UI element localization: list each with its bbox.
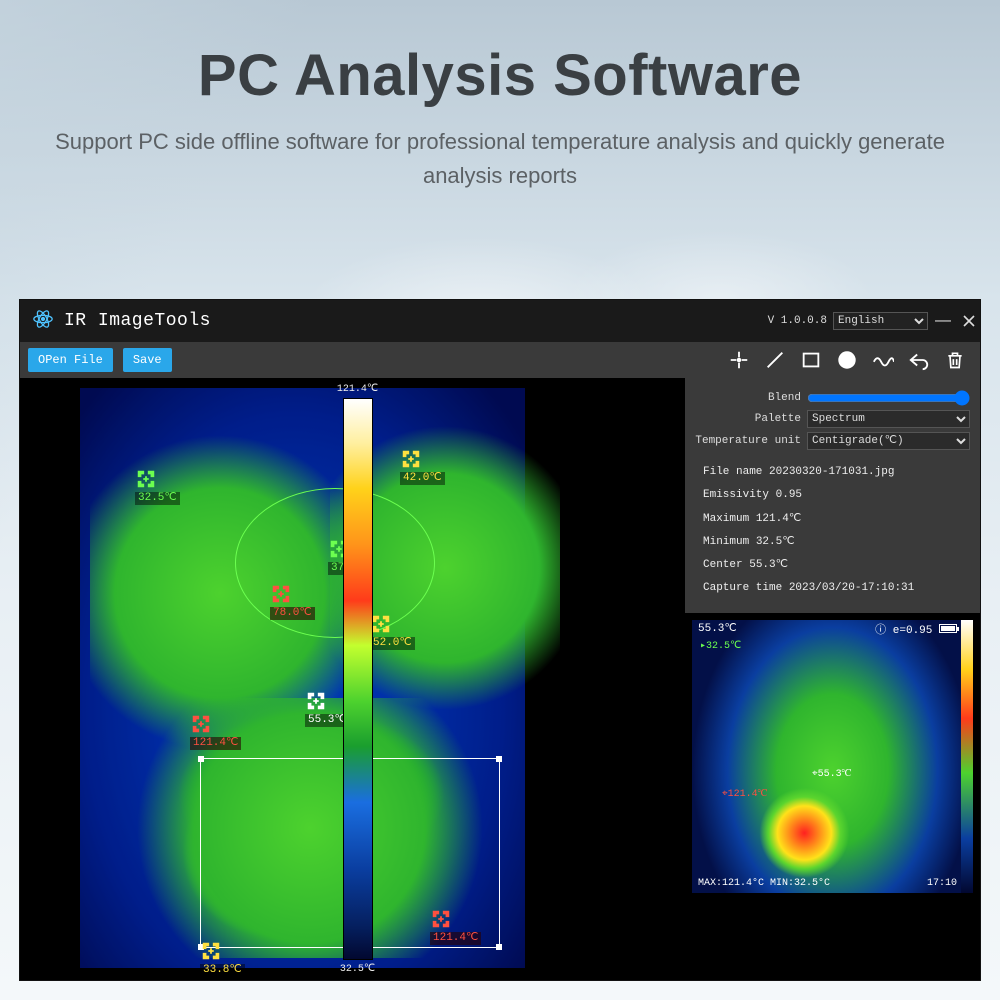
palette-select[interactable]: Spectrum <box>807 410 970 428</box>
tool-point-icon[interactable] <box>728 349 750 371</box>
scale-gradient <box>343 398 373 960</box>
side-panel: Blend Palette Spectrum Temperature unit … <box>685 378 980 980</box>
toolbar: OPen File Save <box>20 342 980 378</box>
temp-marker[interactable]: 33.8℃ <box>200 940 245 977</box>
unit-label: Temperature unit <box>695 434 807 448</box>
blend-slider[interactable] <box>807 390 970 406</box>
tool-icons <box>728 349 972 371</box>
thumbnail-preview[interactable]: 55.3℃ ⓘ e=0.95 ▸32.5℃ ⌖121.4℃ ⌖55.3℃ MAX… <box>691 619 974 894</box>
temp-marker[interactable]: 32.5℃ <box>135 468 180 505</box>
temp-marker[interactable]: 121.4℃ <box>430 908 481 945</box>
temp-marker[interactable]: 121.4℃ <box>190 713 241 750</box>
tool-rect-icon[interactable] <box>800 349 822 371</box>
hero-title: PC Analysis Software <box>20 42 980 109</box>
tool-ellipse-icon[interactable] <box>836 349 858 371</box>
thermal-canvas: 32.5℃42.0℃37.0℃78.0℃52.0℃55.3℃121.4℃121.… <box>80 388 525 968</box>
app-title: IR ImageTools <box>64 311 211 331</box>
unit-select[interactable]: Centigrade(℃) <box>807 432 970 450</box>
tool-delete-icon[interactable] <box>944 349 966 371</box>
minimize-button[interactable]: — <box>932 310 954 332</box>
open-file-button[interactable]: OPen File <box>28 348 113 372</box>
titlebar: IR ImageTools V 1.0.0.8 English — <box>20 300 980 342</box>
close-button[interactable] <box>958 310 980 332</box>
thumb-center-temp: 55.3℃ <box>698 624 737 637</box>
color-scale: 121.4℃ 32.5℃ <box>330 383 385 975</box>
thumb-emissivity: e=0.95 <box>893 625 933 637</box>
thumb-time: 17:10 <box>927 879 957 889</box>
scale-min: 32.5℃ <box>340 963 375 975</box>
app-logo-icon <box>32 308 54 335</box>
battery-icon <box>939 624 957 633</box>
app-window: IR ImageTools V 1.0.0.8 English — OPen F… <box>20 300 980 980</box>
save-button[interactable]: Save <box>123 348 172 372</box>
blend-label: Blend <box>695 391 807 405</box>
info-block: File name 20230320-171031.jpg Emissivity… <box>695 454 970 607</box>
tool-line-icon[interactable] <box>764 349 786 371</box>
tool-curve-icon[interactable] <box>872 349 894 371</box>
temp-marker[interactable]: 42.0℃ <box>400 448 445 485</box>
hero-subtitle: Support PC side offline software for pro… <box>20 125 980 193</box>
tool-undo-icon[interactable] <box>908 349 930 371</box>
scale-max: 121.4℃ <box>337 383 378 395</box>
language-select[interactable]: English <box>833 312 928 330</box>
version-label: V 1.0.0.8 <box>768 315 827 327</box>
temp-marker[interactable]: 78.0℃ <box>270 583 315 620</box>
thermal-viewer[interactable]: 32.5℃42.0℃37.0℃78.0℃52.0℃55.3℃121.4℃121.… <box>20 378 685 980</box>
palette-label: Palette <box>695 412 807 426</box>
